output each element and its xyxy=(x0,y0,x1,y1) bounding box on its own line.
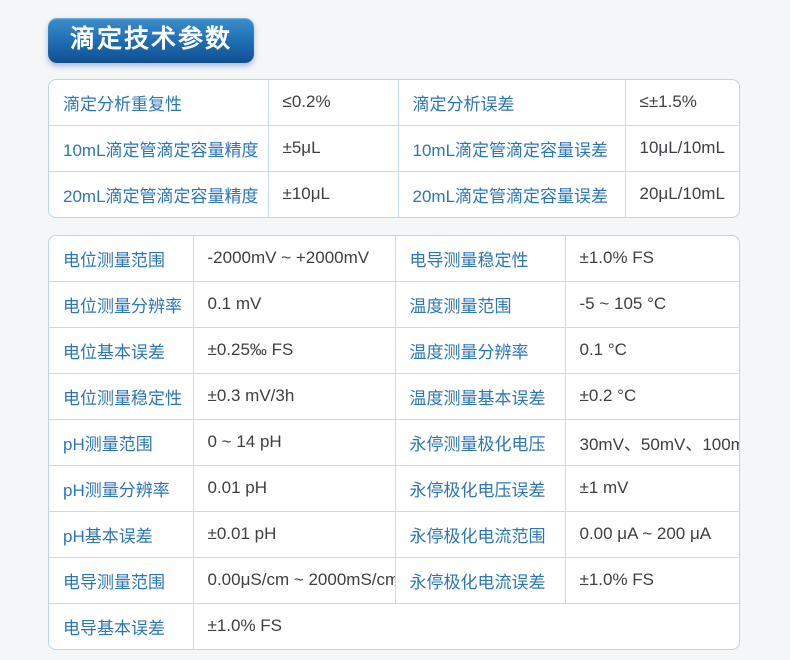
table-row: 20mL滴定管滴定容量精度 ±10μL 20mL滴定管滴定容量误差 20μL/1… xyxy=(49,171,739,217)
spec-label: 20mL滴定管滴定容量精度 xyxy=(49,171,269,217)
table-row: 电导基本误差 ±1.0% FS xyxy=(49,603,739,649)
spec-value: 0.01 pH xyxy=(193,465,396,512)
measurement-spec-table: 电位测量范围 -2000mV ~ +2000mV 电导测量稳定性 ±1.0% F… xyxy=(48,234,740,650)
table-row: 滴定分析重复性 ≤0.2% 滴定分析误差 ≤±1.5% xyxy=(49,79,739,126)
spec-value: ±0.01 pH xyxy=(193,511,396,558)
spec-value: ±1.0% FS xyxy=(565,235,739,282)
table-row: 10mL滴定管滴定容量精度 ±5μL 10mL滴定管滴定容量误差 10μL/10… xyxy=(49,125,739,172)
spec-label: 电导基本误差 xyxy=(49,603,194,649)
spec-label: 电位基本误差 xyxy=(49,327,194,374)
spec-label: 温度测量范围 xyxy=(395,281,566,328)
table-row: 电位测量稳定性 ±0.3 mV/3h 温度测量基本误差 ±0.2 °C xyxy=(49,373,739,420)
table-row: 电位基本误差 ±0.25‰ FS 温度测量分辨率 0.1 °C xyxy=(49,327,739,374)
spec-value: 0 ~ 14 pH xyxy=(193,419,396,466)
section-title: 滴定技术参数 xyxy=(70,25,233,53)
spec-label: pH测量分辨率 xyxy=(49,465,194,512)
spec-value: 0.00 μA ~ 200 μA xyxy=(565,511,739,558)
spec-value: 20μL/10mL xyxy=(639,184,725,203)
spec-label: 永停极化电压误差 xyxy=(395,465,566,512)
spec-label: 电位测量稳定性 xyxy=(49,373,194,420)
spec-value: 30mV、50mV、100mV xyxy=(565,419,739,466)
spec-value: ±1 mV xyxy=(565,465,739,512)
spec-label: 20mL滴定管滴定容量误差 xyxy=(398,171,626,217)
spec-label: 10mL滴定管滴定容量精度 xyxy=(49,125,269,172)
spec-value: ≤0.2% xyxy=(268,79,399,126)
spec-value: 0.00μS/cm ~ 2000mS/cm xyxy=(193,557,396,604)
spec-label: 滴定分析重复性 xyxy=(49,79,269,126)
table-row: pH基本误差 ±0.01 pH 永停极化电流范围 0.00 μA ~ 200 μ… xyxy=(49,511,739,558)
measurement-table: 电位测量范围 -2000mV ~ +2000mV 电导测量稳定性 ±1.0% F… xyxy=(49,235,739,649)
spec-label: 永停测量极化电压 xyxy=(395,419,566,466)
spec-value: ±1.0% FS xyxy=(565,557,739,604)
spec-label: 温度测量分辨率 xyxy=(395,327,566,374)
table-row: 电导测量范围 0.00μS/cm ~ 2000mS/cm 永停极化电流误差 ±1… xyxy=(49,557,739,604)
spec-label: 10mL滴定管滴定容量误差 xyxy=(398,125,626,172)
spec-value: 0.1 °C xyxy=(565,327,739,374)
spec-value: -2000mV ~ +2000mV xyxy=(193,235,396,282)
spec-label: 永停极化电流误差 xyxy=(395,557,566,604)
spec-label: 电位测量范围 xyxy=(49,235,194,282)
spec-label: 永停极化电流范围 xyxy=(395,511,566,558)
spec-label: pH基本误差 xyxy=(49,511,194,558)
titration-table: 滴定分析重复性 ≤0.2% 滴定分析误差 ≤±1.5% 10mL滴定管滴定容量精… xyxy=(49,79,739,217)
spec-label: 电导测量稳定性 xyxy=(395,235,566,282)
spec-value: ±0.25‰ FS xyxy=(193,327,396,374)
spec-label: 温度测量基本误差 xyxy=(395,373,566,420)
table-row: 电位测量分辨率 0.1 mV 温度测量范围 -5 ~ 105 °C xyxy=(49,281,739,328)
spec-value: ±0.2 °C xyxy=(565,373,739,420)
spec-value: ±5μL xyxy=(268,125,399,172)
spec-label: 滴定分析误差 xyxy=(398,79,626,126)
spec-value: ±0.3 mV/3h xyxy=(193,373,396,420)
spec-value: 0.1 mV xyxy=(193,281,396,328)
spec-value: 10μL/10mL xyxy=(625,125,739,172)
table-row: pH测量范围 0 ~ 14 pH 永停测量极化电压 30mV、50mV、100m… xyxy=(49,419,739,466)
spec-label: pH测量范围 xyxy=(49,419,194,466)
section-title-badge: 滴定技术参数 xyxy=(48,18,255,63)
spec-value: ≤±1.5% xyxy=(625,79,739,126)
spec-label: 电位测量分辨率 xyxy=(49,281,194,328)
spec-label: 电导测量范围 xyxy=(49,557,194,604)
table-row: pH测量分辨率 0.01 pH 永停极化电压误差 ±1 mV xyxy=(49,465,739,512)
spec-value: ±1.0% FS xyxy=(207,616,283,635)
spec-value: ±10μL xyxy=(268,171,399,217)
spec-value: -5 ~ 105 °C xyxy=(565,281,739,328)
titration-spec-table: 滴定分析重复性 ≤0.2% 滴定分析误差 ≤±1.5% 10mL滴定管滴定容量精… xyxy=(48,78,740,218)
table-row: 电位测量范围 -2000mV ~ +2000mV 电导测量稳定性 ±1.0% F… xyxy=(49,235,739,282)
